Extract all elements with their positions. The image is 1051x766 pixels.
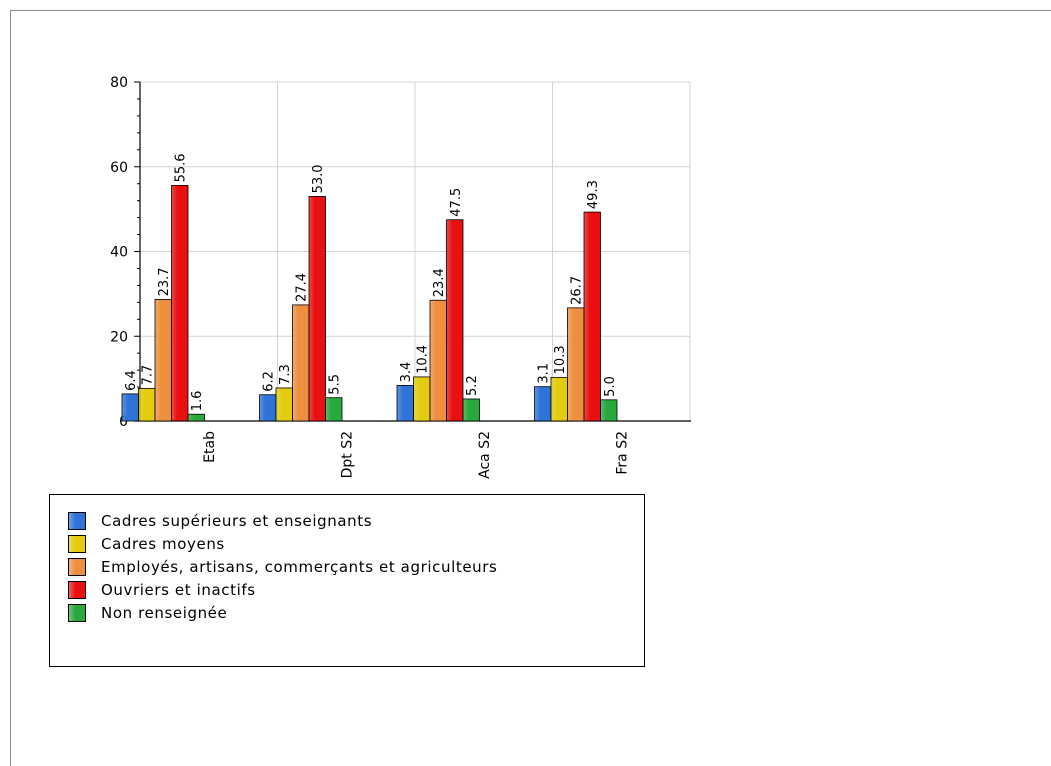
bar <box>462 398 480 422</box>
x-tick-label: Aca S2 <box>477 431 493 479</box>
data-label: 3.1 <box>537 363 552 384</box>
bar <box>534 386 552 422</box>
data-label: 26.7 <box>570 276 585 305</box>
legend-item: Employés, artisans, commerçants et agric… <box>68 556 497 578</box>
legend-swatch <box>68 581 86 599</box>
legend-item: Cadres supérieurs et enseignants <box>68 510 372 532</box>
data-label: 5.0 <box>603 376 618 397</box>
bar <box>413 376 431 422</box>
bar <box>429 299 447 422</box>
data-label: 6.4 <box>124 370 139 391</box>
y-tick-label: 20 <box>110 329 128 345</box>
bar <box>396 385 414 422</box>
y-tick-label: 40 <box>110 245 128 261</box>
y-tick-label: 0 <box>119 414 128 430</box>
chart-frame <box>10 10 1051 766</box>
data-label: 47.5 <box>449 188 464 217</box>
data-label: 53.0 <box>311 164 326 193</box>
legend-item: Ouvriers et inactifs <box>68 579 256 601</box>
legend-swatch <box>68 604 86 622</box>
bar <box>446 219 464 422</box>
x-tick-label: Etab <box>202 431 218 463</box>
y-tick-label: 80 <box>110 75 128 91</box>
bar <box>187 413 205 422</box>
data-label: 10.3 <box>553 345 568 374</box>
legend-swatch <box>68 558 86 576</box>
x-tick-label: Dpt S2 <box>339 431 355 478</box>
legend-label: Cadres supérieurs et enseignants <box>101 512 373 530</box>
y-tick-label: 60 <box>110 160 128 176</box>
bar <box>259 394 277 422</box>
legend-swatch <box>68 512 86 530</box>
data-label: 10.4 <box>416 345 431 374</box>
legend-swatch <box>68 535 86 553</box>
data-labels: 6.4 7.723.755.61.66.2 7.327.453.05.53.4 10.… <box>124 153 618 411</box>
data-label: 23.7 <box>157 267 172 296</box>
data-label: 5.5 <box>328 374 343 395</box>
data-label: 55.6 <box>174 153 189 182</box>
bar <box>583 211 601 422</box>
legend-label: Cadres moyens <box>101 535 225 553</box>
data-label: 3.4 <box>399 362 414 383</box>
data-label: 7.3 <box>278 364 293 385</box>
data-label: 23.4 <box>432 268 447 297</box>
data-label: 27.4 <box>295 273 310 302</box>
data-label: 49.3 <box>586 180 601 209</box>
data-label: 7.7 <box>141 365 156 386</box>
bar <box>292 304 310 422</box>
data-label: 1.6 <box>190 391 205 412</box>
bar <box>154 298 172 422</box>
x-tick-label: Fra S2 <box>614 431 630 475</box>
bar <box>600 399 618 422</box>
bars <box>121 184 618 422</box>
legend-label: Employés, artisans, commerçants et agric… <box>101 558 498 576</box>
legend-item: Non renseignée <box>68 602 227 624</box>
bar <box>121 393 139 422</box>
bar <box>325 397 343 422</box>
legend: Cadres supérieurs et enseignants Cadres m… <box>49 494 645 667</box>
data-label: 6.2 <box>262 371 277 392</box>
bar <box>550 376 568 422</box>
legend-label: Ouvriers et inactifs <box>101 581 256 599</box>
bar <box>567 307 585 422</box>
bar <box>138 387 156 422</box>
legend-item: Cadres moyens <box>68 533 225 555</box>
data-label: 5.2 <box>465 375 480 396</box>
bar <box>171 184 189 422</box>
bar <box>275 387 293 422</box>
legend-label: Non renseignée <box>101 604 228 622</box>
bar <box>308 196 326 422</box>
